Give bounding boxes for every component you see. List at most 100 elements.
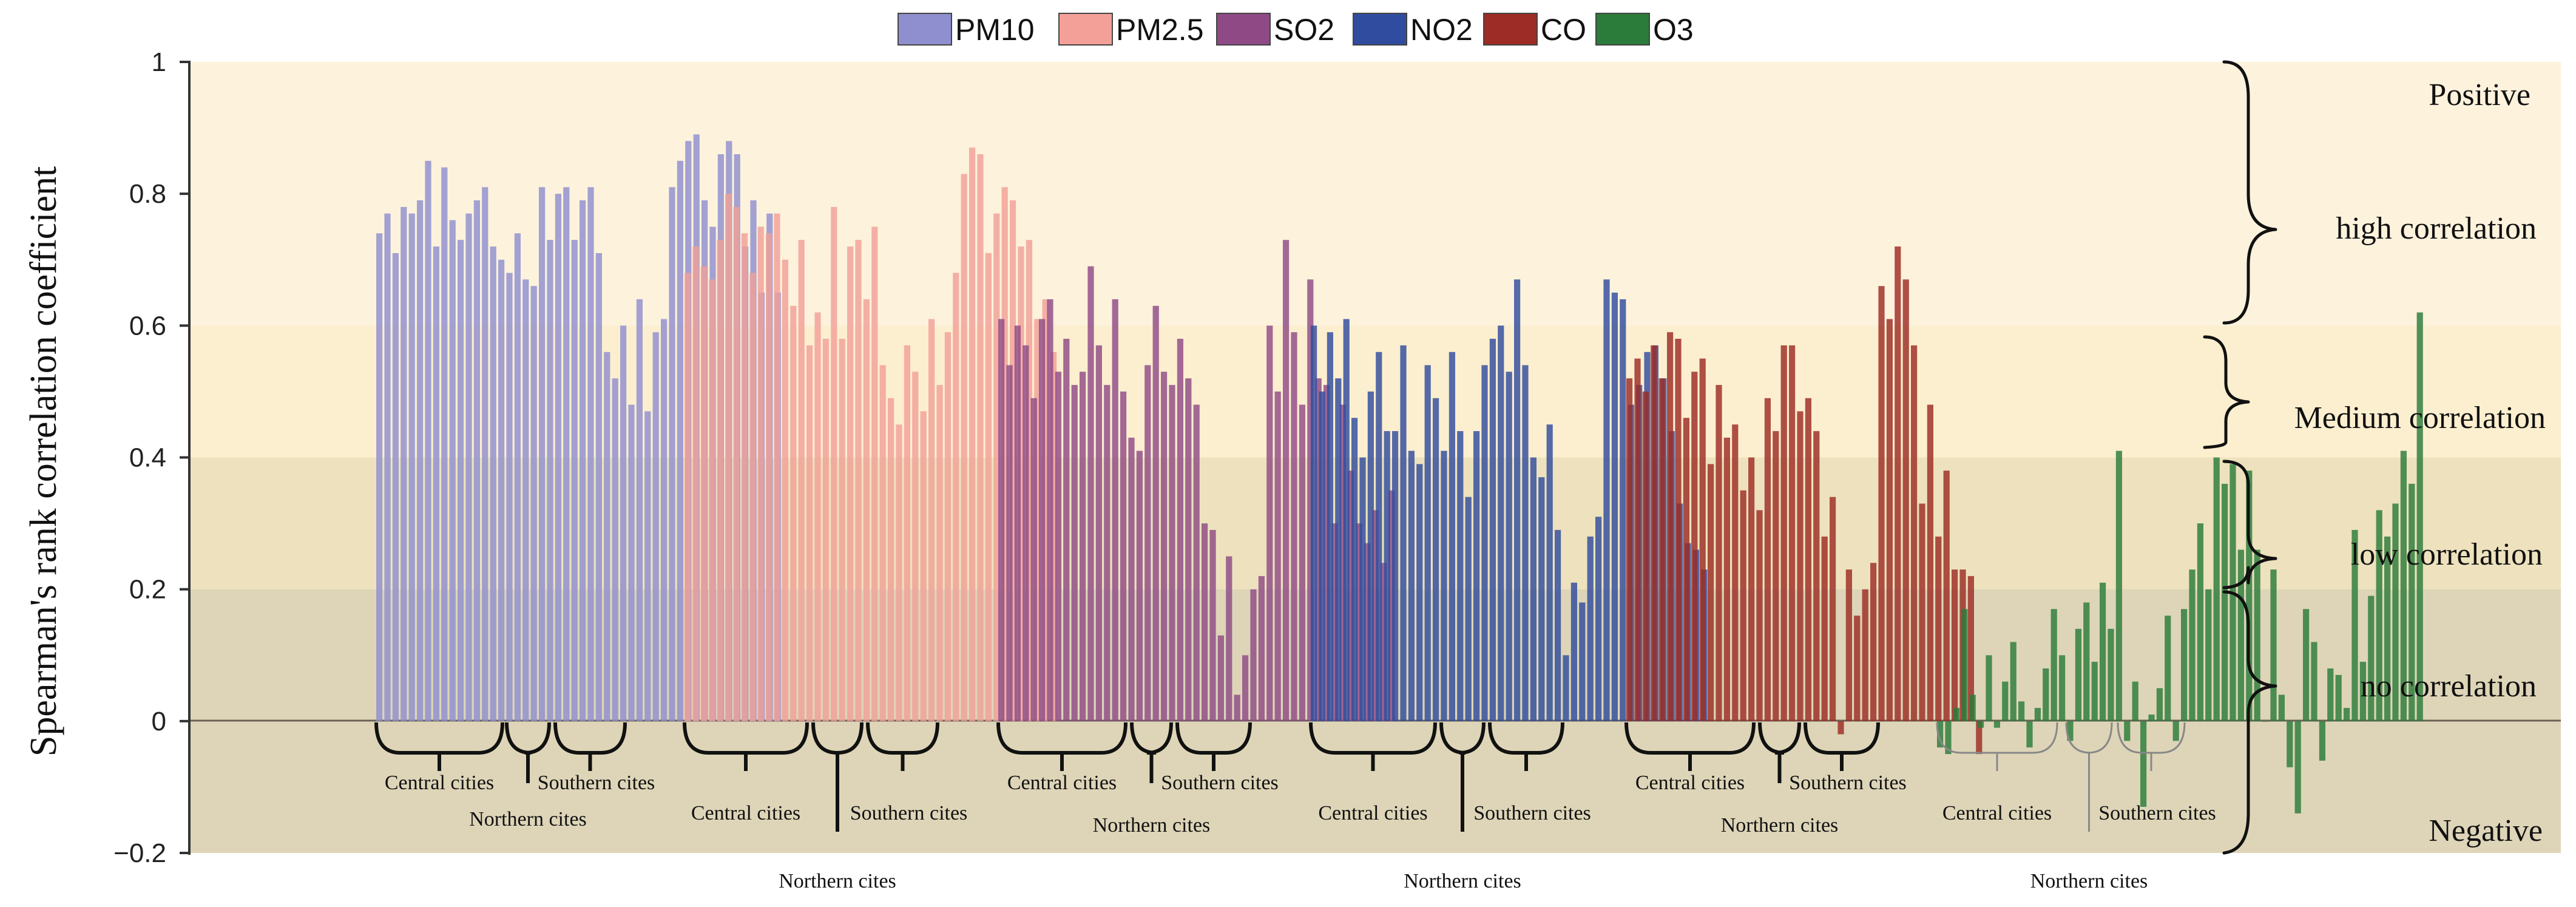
bar [2148,715,2155,721]
bar [1886,319,1893,721]
legend-item-O3: O3 [1595,13,1694,47]
bar [1953,708,1959,721]
bar [839,339,845,721]
bar [1364,543,1371,721]
bar [2189,569,2196,721]
bar [2278,695,2285,721]
bar [1120,391,1127,721]
bar [408,213,415,721]
bar [692,246,699,721]
bar [417,200,424,721]
bar [1821,536,1828,721]
bar [1651,345,1657,721]
bar [1034,319,1041,721]
bar [1563,655,1569,721]
bar [1250,589,1257,721]
bar [1152,305,1159,721]
label-central-cities: Central cities [1007,772,1117,794]
bar [1805,398,1811,721]
bar [661,319,668,721]
bar [644,411,651,721]
bar [2384,536,2391,721]
bar [1112,299,1118,721]
bar [1351,418,1358,721]
bar [595,253,602,721]
y-tick-label: −0.2 [113,838,166,868]
bar [1967,576,1974,721]
bar [1978,721,1984,728]
bar [1587,536,1594,721]
bar [1498,325,1504,721]
bar [1323,385,1330,721]
bar [757,226,764,721]
label-southern-cities: Southern cites [1473,802,1591,824]
bar [1424,365,1431,721]
bar [2026,721,2033,748]
bar [2368,596,2375,721]
bar [1372,510,1379,721]
bracket-none [2222,590,2277,855]
legend-swatch [1216,13,1271,46]
y-tick-label: 0 [152,707,166,736]
bar [2287,721,2293,767]
legend-item-NO2: NO2 [1353,13,1473,47]
bar [677,160,683,721]
legend-label: SO2 [1274,13,1334,47]
bar [749,273,756,721]
bar [612,378,618,721]
bar [1952,569,1958,721]
bar [1202,523,1208,721]
bar [2359,662,2366,721]
bar [1708,464,1714,721]
bar [774,213,780,721]
bar [1023,345,1029,721]
bar [384,213,391,721]
bar [1986,655,1992,721]
bar [2409,483,2415,721]
bar [1380,563,1387,721]
bar [2222,483,2228,721]
bar [1919,503,1925,721]
bar [2059,655,2066,721]
bar [1626,378,1633,721]
bar [1570,582,1577,721]
y-tick-label: 0.8 [129,179,166,209]
bar [628,404,635,721]
bar [1071,385,1078,721]
bar [1400,345,1407,721]
legend-swatch [1058,13,1113,46]
label-negative: Negative [2429,814,2543,848]
bar [1331,523,1338,721]
bar [1104,385,1111,721]
bar [2083,602,2090,721]
bar [1311,325,1317,721]
bar [1193,404,1200,721]
bar [482,187,488,721]
bar [741,233,748,721]
bar [1748,457,1755,721]
bar [1773,431,1779,721]
bar [1538,477,1545,721]
bar [1546,424,1553,721]
bar [1384,431,1390,721]
bar [1416,464,1423,721]
bar [1408,450,1415,721]
bar [2237,549,2244,721]
bar [912,372,919,721]
bar [1976,721,1983,755]
bar [871,226,878,721]
bar [2311,642,2317,721]
label-none: no correlation [2361,669,2537,704]
bar [985,253,992,721]
bar [879,365,886,721]
bar [888,398,894,721]
bar [1691,372,1698,721]
bar [2351,529,2358,721]
bar [1902,279,1909,721]
series-CO [1626,246,1983,755]
bar [1209,529,1216,721]
bar [425,160,431,721]
label-northern-cities: Northern cites [1404,870,1521,892]
bar [1441,450,1447,721]
legend-item-SO2: SO2 [1216,13,1334,47]
